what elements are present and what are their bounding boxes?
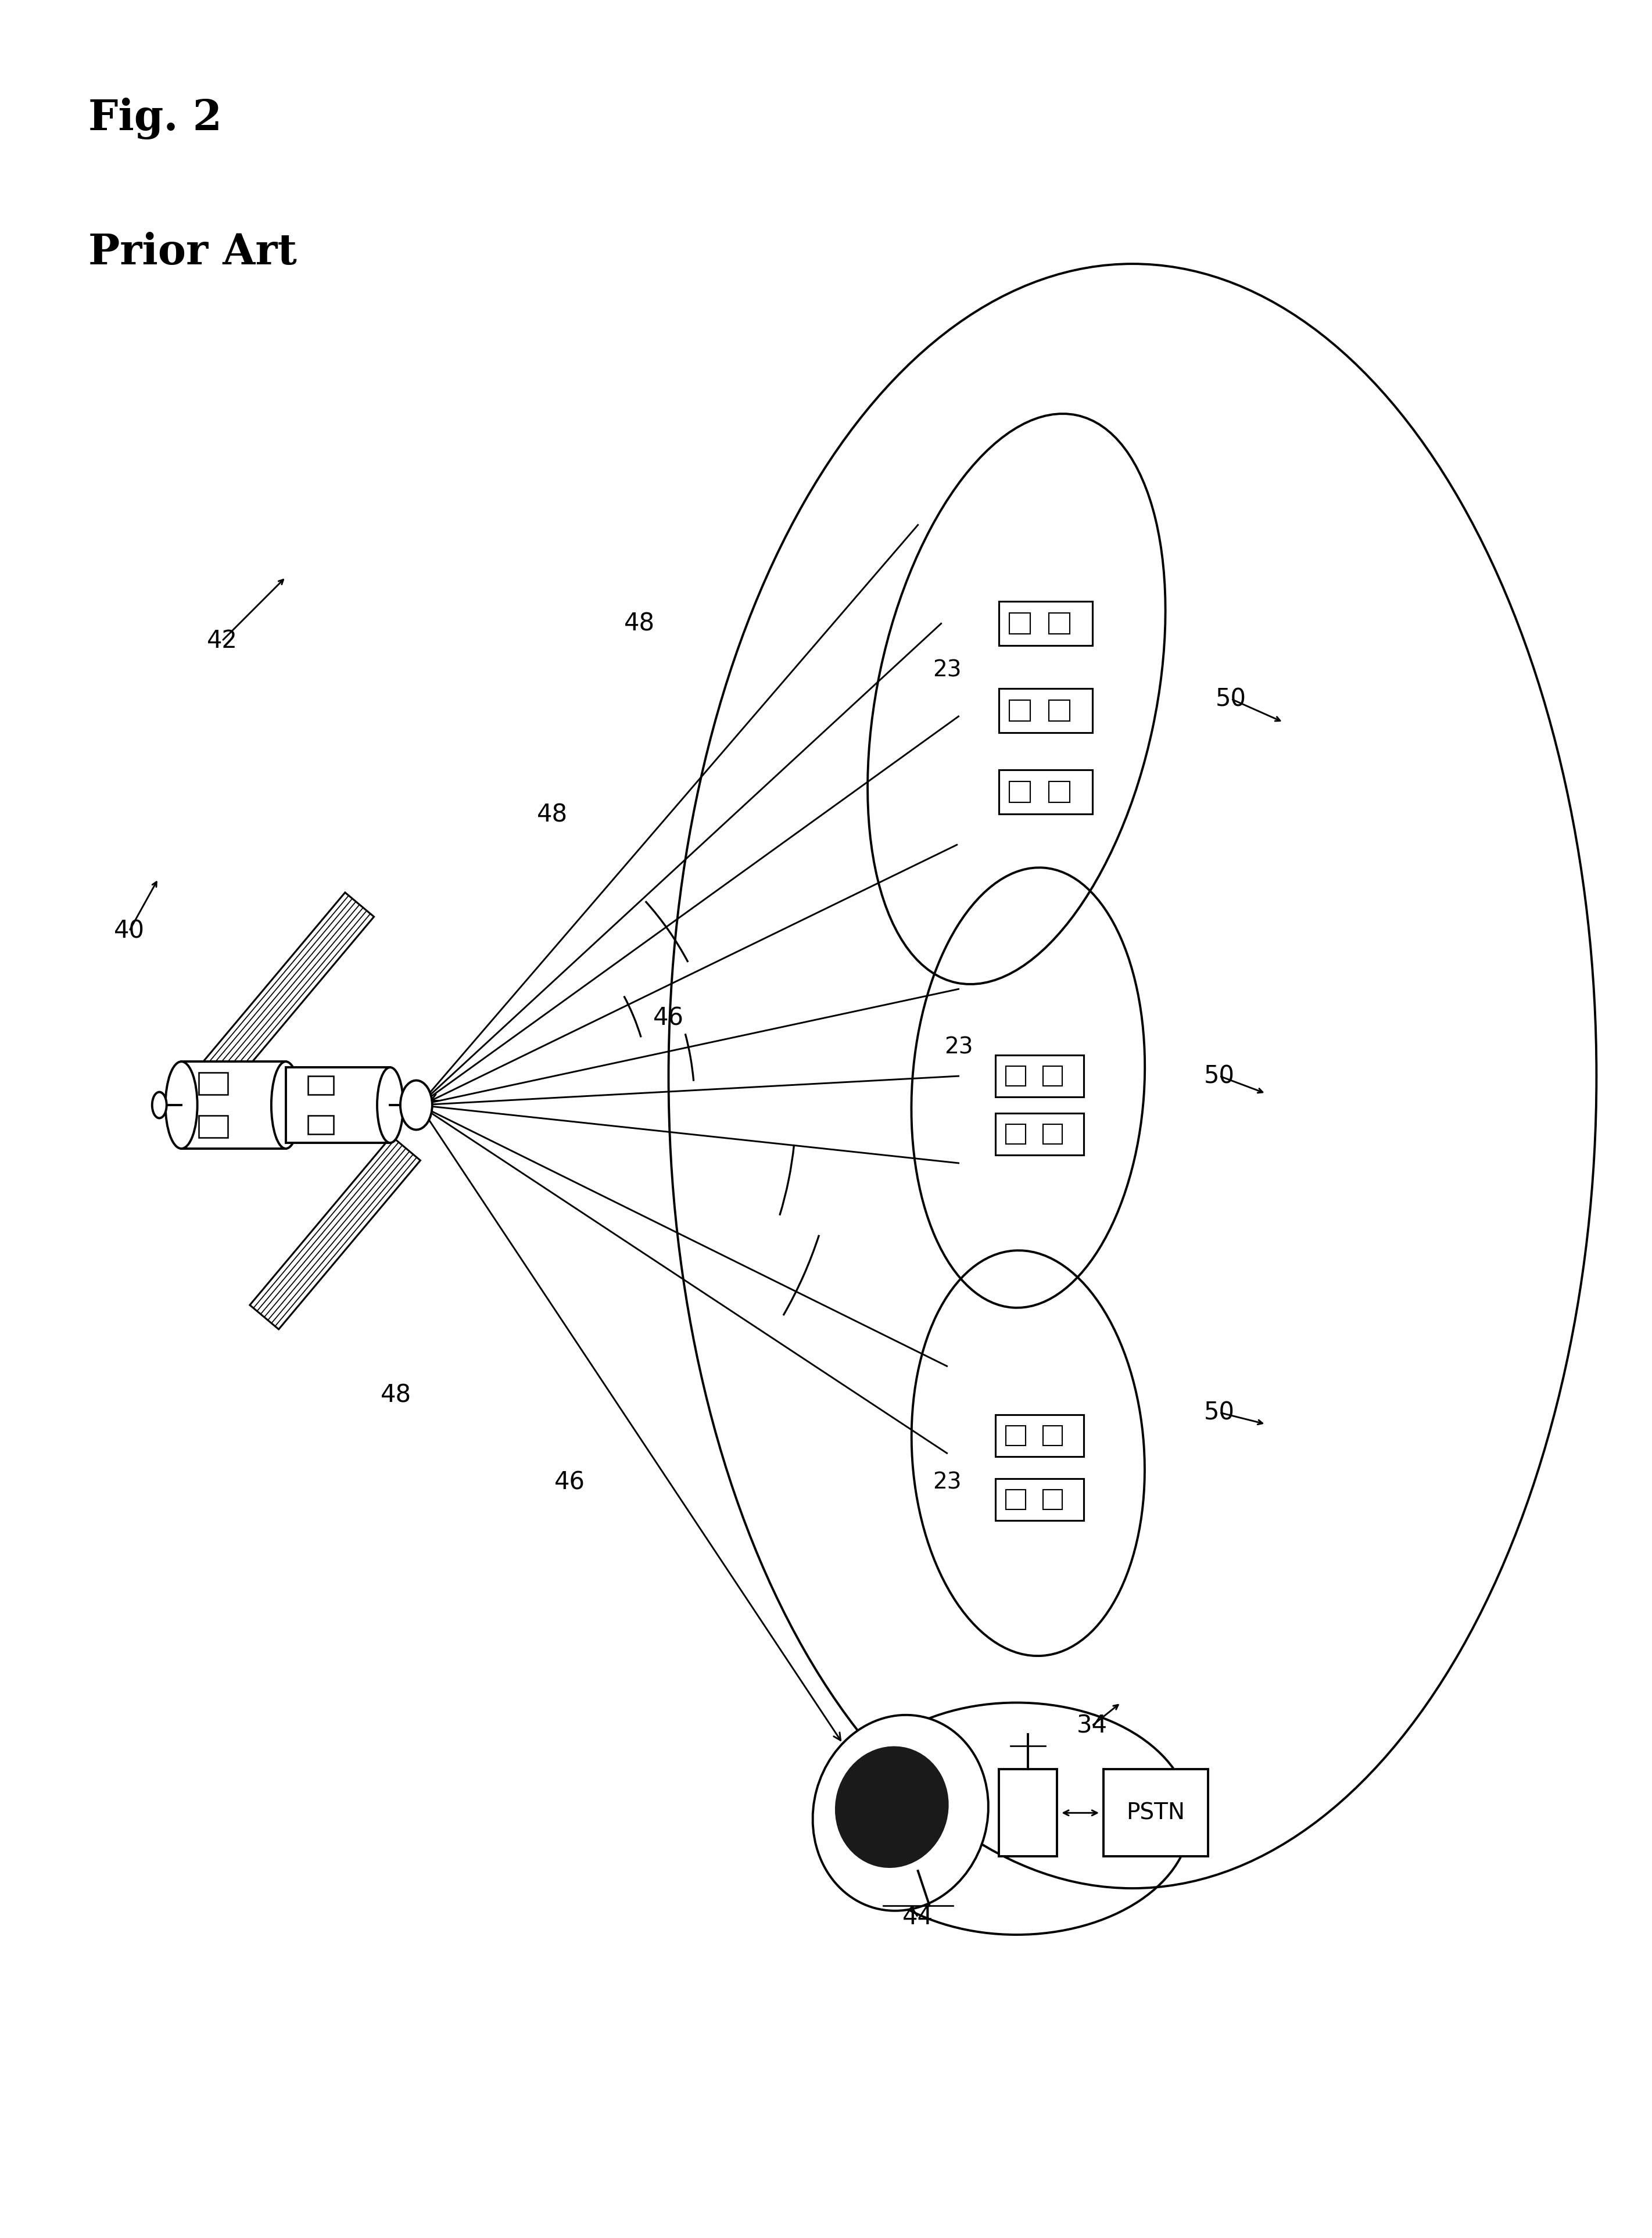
Polygon shape: [996, 1414, 1084, 1457]
Ellipse shape: [400, 1081, 433, 1130]
Polygon shape: [996, 1112, 1084, 1155]
Polygon shape: [999, 602, 1092, 647]
Polygon shape: [1006, 1491, 1026, 1508]
Polygon shape: [198, 1115, 228, 1137]
Polygon shape: [1006, 1123, 1026, 1144]
Ellipse shape: [834, 1746, 948, 1869]
Text: 23: 23: [932, 658, 961, 680]
Text: 34: 34: [1077, 1714, 1107, 1739]
Polygon shape: [1104, 1770, 1208, 1855]
Text: PSTN: PSTN: [1127, 1802, 1184, 1824]
Polygon shape: [996, 1054, 1084, 1097]
Polygon shape: [1006, 1065, 1026, 1085]
Text: Prior Art: Prior Art: [89, 231, 297, 273]
Polygon shape: [1009, 613, 1031, 633]
Polygon shape: [1006, 1426, 1026, 1446]
Ellipse shape: [377, 1068, 403, 1144]
Polygon shape: [1049, 781, 1069, 801]
Polygon shape: [999, 770, 1092, 815]
Polygon shape: [198, 1072, 228, 1094]
Polygon shape: [203, 893, 373, 1085]
Text: 50: 50: [1204, 1063, 1236, 1088]
Text: 44: 44: [902, 1905, 933, 1929]
Polygon shape: [999, 689, 1092, 732]
Text: 23: 23: [945, 1036, 973, 1059]
Polygon shape: [1042, 1065, 1062, 1085]
Polygon shape: [249, 1137, 420, 1329]
Text: 46: 46: [555, 1470, 585, 1495]
Polygon shape: [1042, 1123, 1062, 1144]
Text: 42: 42: [206, 629, 238, 653]
Polygon shape: [1049, 613, 1069, 633]
Text: 50: 50: [1216, 687, 1247, 712]
Polygon shape: [286, 1068, 390, 1144]
Polygon shape: [1042, 1426, 1062, 1446]
Polygon shape: [307, 1115, 334, 1135]
Text: 48: 48: [537, 803, 568, 828]
Text: 40: 40: [114, 920, 145, 942]
Polygon shape: [1009, 700, 1031, 721]
Polygon shape: [307, 1076, 334, 1094]
Text: 48: 48: [380, 1383, 411, 1408]
Ellipse shape: [152, 1092, 167, 1119]
Polygon shape: [1049, 700, 1069, 721]
Polygon shape: [999, 1770, 1057, 1855]
Text: 46: 46: [653, 1005, 684, 1029]
Ellipse shape: [813, 1714, 988, 1911]
Polygon shape: [1042, 1491, 1062, 1508]
Polygon shape: [182, 1061, 286, 1148]
Text: 23: 23: [932, 1470, 961, 1493]
Text: 48: 48: [624, 611, 654, 636]
Ellipse shape: [165, 1061, 197, 1148]
Polygon shape: [1009, 781, 1031, 801]
Text: 50: 50: [1204, 1401, 1236, 1426]
Polygon shape: [996, 1479, 1084, 1520]
Text: Fig. 2: Fig. 2: [89, 98, 223, 139]
Ellipse shape: [271, 1061, 301, 1148]
